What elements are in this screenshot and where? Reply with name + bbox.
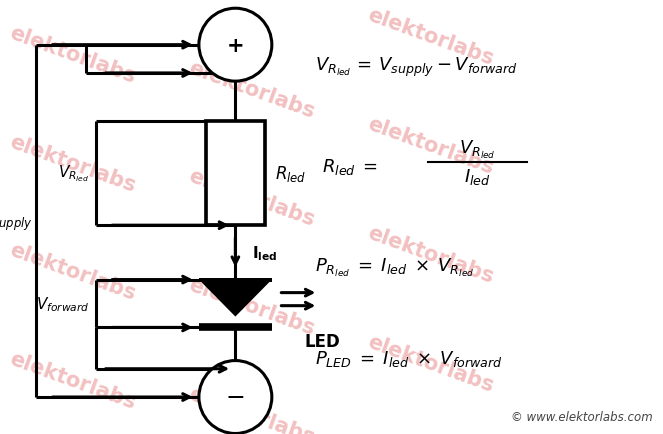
Text: elektorlabs: elektorlabs <box>365 5 497 69</box>
Text: elektorlabs: elektorlabs <box>7 131 139 195</box>
Bar <box>206 122 265 226</box>
Text: LED: LED <box>305 332 341 350</box>
Text: +: + <box>227 36 244 56</box>
Text: elektorlabs: elektorlabs <box>7 240 139 304</box>
Text: $V_{R_{led}}$$\,=\,V_{supply} - V_{forward}$: $V_{R_{led}}$$\,=\,V_{supply} - V_{forwa… <box>315 56 518 79</box>
Text: elektorlabs: elektorlabs <box>365 114 497 178</box>
Text: © www.elektorlabs.com: © www.elektorlabs.com <box>511 410 653 423</box>
Text: $V_{supply}$: $V_{supply}$ <box>0 210 33 233</box>
Text: $\mathbf{I}_{\mathbf{led}}$: $\mathbf{I}_{\mathbf{led}}$ <box>252 243 277 262</box>
Text: $R_{led}$: $R_{led}$ <box>275 164 306 184</box>
Text: elektorlabs: elektorlabs <box>7 348 139 412</box>
Text: $I_{led}$: $I_{led}$ <box>464 167 491 187</box>
Ellipse shape <box>199 361 272 434</box>
Text: $R_{led}$$\;=\;$: $R_{led}$$\;=\;$ <box>322 157 377 177</box>
Text: $P_{LED}$$\;=\;I_{led}\;\times\;V_{forward}$: $P_{LED}$$\;=\;I_{led}\;\times\;V_{forwa… <box>315 348 503 368</box>
Polygon shape <box>199 280 272 317</box>
Ellipse shape <box>199 9 272 82</box>
Text: elektorlabs: elektorlabs <box>186 57 318 122</box>
Text: elektorlabs: elektorlabs <box>186 166 318 230</box>
Text: elektorlabs: elektorlabs <box>186 383 318 434</box>
Text: elektorlabs: elektorlabs <box>365 331 497 395</box>
Text: elektorlabs: elektorlabs <box>186 274 318 339</box>
Text: $P_{R_{led}}$$\;=\;I_{led}\;\times\;V_{R_{led}}$: $P_{R_{led}}$$\;=\;I_{led}\;\times\;V_{R… <box>315 256 474 278</box>
Text: $V_{R_{led}}$: $V_{R_{led}}$ <box>58 163 90 184</box>
Text: elektorlabs: elektorlabs <box>365 222 497 286</box>
Text: $V_{forward}$: $V_{forward}$ <box>36 295 90 313</box>
Text: −: − <box>225 385 245 409</box>
Text: $V_{R_{led}}$: $V_{R_{led}}$ <box>459 139 496 161</box>
Text: elektorlabs: elektorlabs <box>7 23 139 87</box>
